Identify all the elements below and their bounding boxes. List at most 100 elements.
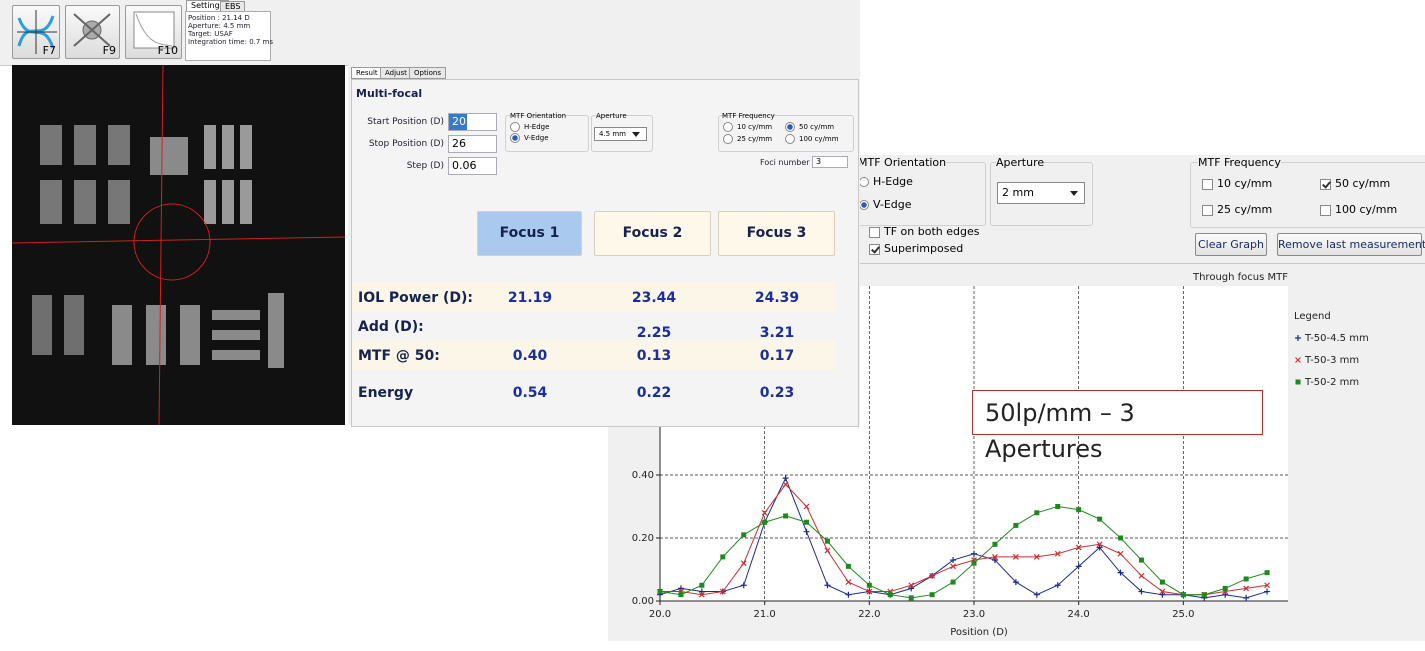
cell-value: 3.21 xyxy=(759,325,795,341)
series-line xyxy=(659,505,1268,599)
data-point xyxy=(1222,591,1229,598)
button[interactable]: Remove last measurement xyxy=(1277,233,1425,256)
data-point xyxy=(866,588,873,595)
checkbox-option[interactable]: TF on both edges xyxy=(869,225,979,238)
radio[interactable] xyxy=(510,122,520,132)
data-point xyxy=(992,553,998,560)
data-point xyxy=(908,585,915,592)
data-point xyxy=(992,541,998,547)
button-label: F10 xyxy=(157,44,178,57)
data-point xyxy=(1055,504,1061,509)
check[interactable] xyxy=(1202,178,1213,190)
select[interactable]: 4.5 mm xyxy=(594,127,647,141)
icon xyxy=(133,11,175,49)
check[interactable] xyxy=(869,243,880,255)
data-point xyxy=(1243,576,1249,582)
radio-option[interactable]: 10 cy/mm xyxy=(723,122,772,132)
group xyxy=(591,115,653,152)
chart-title: Through focus MTF xyxy=(1192,272,1288,283)
radio[interactable] xyxy=(785,122,795,132)
radio[interactable] xyxy=(510,133,520,143)
radio-option[interactable]: V-Edge xyxy=(859,198,912,211)
check[interactable] xyxy=(1202,204,1213,216)
group-title: MTF Frequency xyxy=(722,112,775,120)
data-point xyxy=(1118,535,1124,541)
checkbox-option[interactable]: 50 cy/mm xyxy=(1320,177,1390,190)
radio-option[interactable]: V-Edge xyxy=(510,133,549,143)
text-input[interactable]: 20 xyxy=(448,113,497,131)
data-point xyxy=(699,582,705,588)
data-point xyxy=(1138,588,1145,595)
group-title: MTF Orientation xyxy=(858,156,947,169)
option-label: 25 cy/mm xyxy=(1217,203,1273,216)
checkbox-option[interactable]: 25 cy/mm xyxy=(1202,203,1272,216)
group xyxy=(505,115,589,152)
data-point xyxy=(678,592,684,598)
data-point xyxy=(1096,541,1103,548)
focus-button[interactable]: Focus 1 xyxy=(477,211,582,256)
text-input[interactable]: 26 xyxy=(448,135,497,153)
text-input[interactable]: 0.06 xyxy=(448,157,497,175)
data-point xyxy=(991,557,998,564)
toolbar: F7 F9 F10 Settings EBS Position : 21.14 … xyxy=(0,0,860,66)
radio-option[interactable]: 100 cy/mm xyxy=(785,134,839,144)
data-point xyxy=(1222,585,1228,591)
data-point xyxy=(1013,522,1019,528)
group-title: MTF Orientation xyxy=(510,112,567,120)
data-point xyxy=(1243,585,1250,592)
tool-button[interactable]: F10 xyxy=(125,5,182,59)
data-point xyxy=(1033,553,1040,560)
text-input[interactable]: 3 xyxy=(812,156,848,168)
cell-value: 0.13 xyxy=(636,348,672,364)
check[interactable] xyxy=(1320,204,1331,216)
info-line: Position : 21.14 D xyxy=(188,14,250,22)
option-label: 10 cy/mm xyxy=(737,123,773,131)
checkbox-option[interactable]: 100 cy/mm xyxy=(1320,203,1397,216)
data-point xyxy=(887,592,893,598)
data-point xyxy=(698,591,705,598)
radio-option[interactable]: 50 cy/mm xyxy=(785,122,834,132)
focus-button[interactable]: Focus 3 xyxy=(718,211,835,256)
data-point xyxy=(803,528,810,535)
tab[interactable]: Options xyxy=(409,67,447,79)
y-tick-label: 0.40 xyxy=(632,470,654,481)
button[interactable]: Clear Graph xyxy=(1195,233,1267,256)
radio-option[interactable]: 25 cy/mm xyxy=(723,134,772,144)
option-label: V-Edge xyxy=(524,134,549,142)
data-point xyxy=(677,585,684,592)
radio[interactable] xyxy=(785,134,795,144)
info-line: Target: USAF xyxy=(188,30,233,38)
legend-label: T-50-3 mm xyxy=(1304,355,1359,366)
data-point xyxy=(803,503,810,510)
option-label: 50 cy/mm xyxy=(799,123,835,131)
row-label: MTF @ 50: xyxy=(358,348,440,364)
tool-button[interactable]: F9 xyxy=(65,5,120,59)
result-panel: Result Adjust Options Multi-focal Start Posi… xyxy=(348,65,860,427)
cell-value: 0.54 xyxy=(512,385,548,401)
radio[interactable] xyxy=(723,134,733,144)
data-point xyxy=(1117,550,1124,557)
data-point xyxy=(824,582,831,589)
radio-option[interactable]: H-Edge xyxy=(510,122,549,132)
check[interactable] xyxy=(1320,178,1331,190)
cell-value: 21.19 xyxy=(507,290,553,306)
focus-button[interactable]: Focus 2 xyxy=(594,211,711,256)
checkbox-option[interactable]: Superimposed xyxy=(869,242,963,255)
tab[interactable]: Adjust xyxy=(380,67,412,79)
data-point xyxy=(1054,582,1061,589)
data-point xyxy=(1075,544,1082,551)
button-label: F9 xyxy=(102,44,116,57)
cell-value: 0.40 xyxy=(512,348,548,364)
tab[interactable]: Result xyxy=(351,67,383,79)
radio[interactable] xyxy=(723,122,733,132)
checkbox-option[interactable]: 10 cy/mm xyxy=(1202,177,1272,190)
select[interactable]: 2 mm xyxy=(997,182,1085,204)
data-point xyxy=(866,582,872,588)
legend-title: Legend xyxy=(1294,311,1331,322)
check[interactable] xyxy=(869,226,880,238)
legend-marker xyxy=(1295,335,1301,341)
group-title: MTF Frequency xyxy=(1198,156,1281,169)
tool-button[interactable]: F7 xyxy=(12,5,60,59)
cell-value: 23.44 xyxy=(631,290,677,306)
data-point xyxy=(1243,594,1250,601)
